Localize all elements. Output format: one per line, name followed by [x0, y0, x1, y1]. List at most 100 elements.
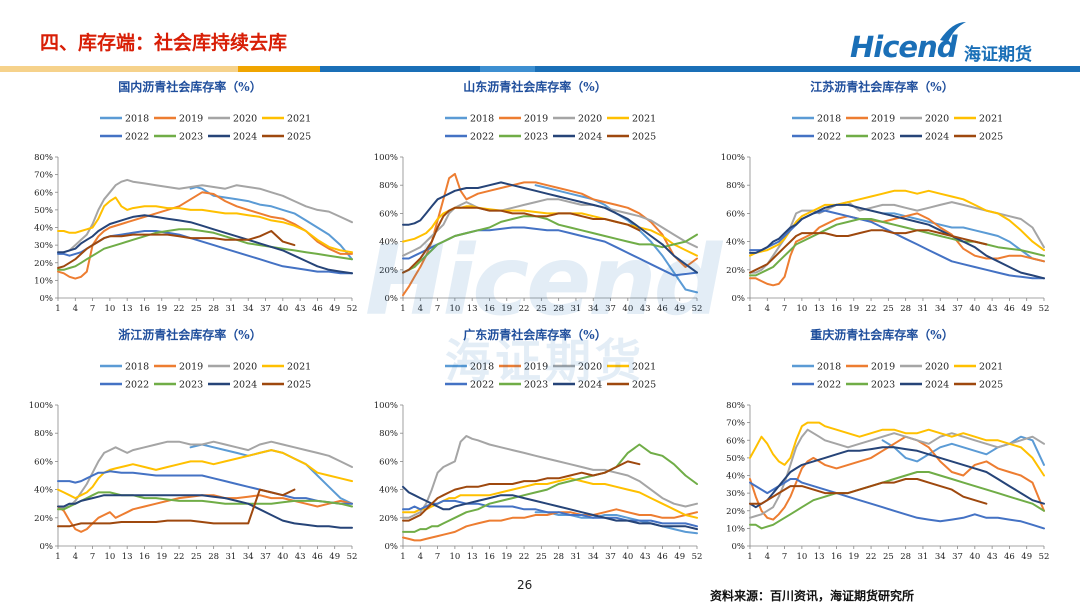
chart-title: 广东沥青社会库存率（%）	[463, 328, 607, 342]
x-tick-label: 4	[765, 552, 770, 562]
y-tick-label: 20%	[726, 507, 745, 517]
y-tick-label: 40%	[34, 486, 53, 496]
series-line-2022	[749, 209, 1045, 280]
series-line-2019	[57, 191, 353, 280]
legend-label: 2020	[233, 114, 257, 125]
legend-label: 2025	[632, 380, 656, 391]
series-line-2018	[534, 511, 698, 535]
legend-item: 2018	[792, 114, 841, 125]
x-tick-label: 28	[553, 304, 564, 314]
legend-label: 2025	[287, 132, 311, 143]
legend-label: 2019	[524, 114, 548, 125]
x-tick-label: 19	[156, 304, 167, 314]
legend-label: 2021	[287, 114, 311, 125]
x-tick-label: 40	[277, 552, 288, 562]
x-tick-label: 7	[90, 304, 95, 314]
series-line-2025	[749, 229, 988, 274]
x-tick-label: 25	[883, 552, 894, 562]
x-tick-label: 37	[952, 304, 963, 314]
legend-item: 2022	[792, 132, 841, 143]
legend-item: 2018	[100, 362, 149, 373]
y-tick-label: 0%	[40, 542, 54, 552]
legend-label: 2019	[179, 114, 203, 125]
legend-label: 2024	[233, 132, 257, 143]
x-tick-label: 40	[969, 552, 980, 562]
x-tick-label: 19	[501, 304, 512, 314]
x-tick-label: 22	[174, 304, 185, 314]
y-tick-label: 100%	[721, 153, 745, 163]
legend-item: 2024	[900, 380, 949, 391]
x-tick-label: 46	[657, 552, 668, 562]
x-tick-label: 46	[1004, 304, 1015, 314]
legend-label: 2020	[925, 362, 949, 373]
chart-svg: 2018 2019 2020 2021 2022 2023 2024 2025 0% 10% 20%…	[34, 114, 357, 315]
legend-label: 2019	[524, 362, 548, 373]
legend-label: 2022	[817, 380, 841, 391]
y-tick-label: 20%	[379, 266, 398, 276]
x-tick-label: 31	[918, 304, 929, 314]
legend-item: 2020	[208, 362, 257, 373]
legend-label: 2024	[925, 380, 949, 391]
chart-svg: 2018 2019 2020 2021 2022 2023 2024 2025 0% 20% 40%…	[721, 114, 1050, 315]
x-tick-label: 10	[104, 304, 115, 314]
legend-label: 2021	[979, 114, 1003, 125]
y-tick-label: 80%	[726, 401, 745, 411]
x-tick-label: 28	[208, 552, 219, 562]
header-bar-blue	[320, 66, 1080, 72]
x-tick-label: 37	[605, 552, 616, 562]
legend-item: 2023	[499, 380, 548, 391]
x-tick-label: 7	[435, 304, 440, 314]
legend-label: 2020	[925, 114, 949, 125]
legend-item: 2020	[900, 362, 949, 373]
legend-label: 2021	[632, 114, 656, 125]
slide-title: 四、库存端：社会库持续去库	[40, 32, 288, 54]
y-tick-label: 20%	[34, 514, 53, 524]
series-line-2024	[749, 446, 1045, 509]
x-tick-label: 28	[900, 304, 911, 314]
x-tick-label: 16	[831, 304, 842, 314]
chart-title: 山东沥青社会库存率（%）	[463, 80, 607, 94]
x-tick-label: 1	[400, 304, 405, 314]
legend-label: 2020	[233, 362, 257, 373]
y-tick-label: 10%	[726, 524, 745, 534]
legend-item: 2019	[846, 114, 895, 125]
y-tick-label: 60%	[34, 188, 53, 198]
x-tick-label: 28	[900, 552, 911, 562]
series-line-2024	[57, 494, 353, 529]
x-tick-label: 25	[883, 304, 894, 314]
legend-item: 2018	[792, 362, 841, 373]
legend-label: 2022	[125, 380, 149, 391]
legend-item: 2021	[607, 114, 656, 125]
legend-item: 2019	[846, 362, 895, 373]
x-tick-label: 4	[73, 552, 78, 562]
x-tick-label: 22	[519, 552, 530, 562]
y-tick-label: 0%	[385, 294, 399, 304]
x-tick-label: 13	[122, 552, 133, 562]
x-tick-label: 31	[226, 552, 237, 562]
legend-label: 2024	[925, 132, 949, 143]
x-tick-label: 1	[747, 552, 752, 562]
x-tick-label: 49	[329, 552, 340, 562]
x-tick-label: 1	[400, 552, 405, 562]
chart-svg: 2018 2019 2020 2021 2022 2023 2024 2025 0% 20% 40%…	[29, 362, 358, 563]
x-tick-label: 4	[418, 552, 423, 562]
y-tick-label: 40%	[379, 238, 398, 248]
y-tick-label: 20%	[726, 266, 745, 276]
x-tick-label: 43	[295, 552, 306, 562]
y-tick-label: 100%	[374, 153, 398, 163]
chart-zhejiang: 浙江沥青社会库存率（%） 2018 2019 2020 2021 2022 2023 2024…	[20, 326, 360, 566]
legend-label: 2024	[578, 380, 602, 391]
x-tick-label: 31	[571, 552, 582, 562]
x-tick-label: 10	[796, 304, 807, 314]
chart-svg: 2018 2019 2020 2021 2022 2023 2024 2025 0% 10% 20%…	[726, 362, 1049, 563]
series-line-2024	[402, 181, 698, 274]
x-tick-label: 10	[796, 552, 807, 562]
legend-label: 2023	[524, 132, 548, 143]
x-tick-label: 46	[312, 552, 323, 562]
legend-label: 2018	[817, 114, 841, 125]
logo-english: Hicend	[850, 30, 957, 64]
legend-label: 2019	[179, 362, 203, 373]
x-tick-label: 25	[191, 552, 202, 562]
x-tick-label: 4	[418, 304, 423, 314]
legend-label: 2018	[125, 114, 149, 125]
